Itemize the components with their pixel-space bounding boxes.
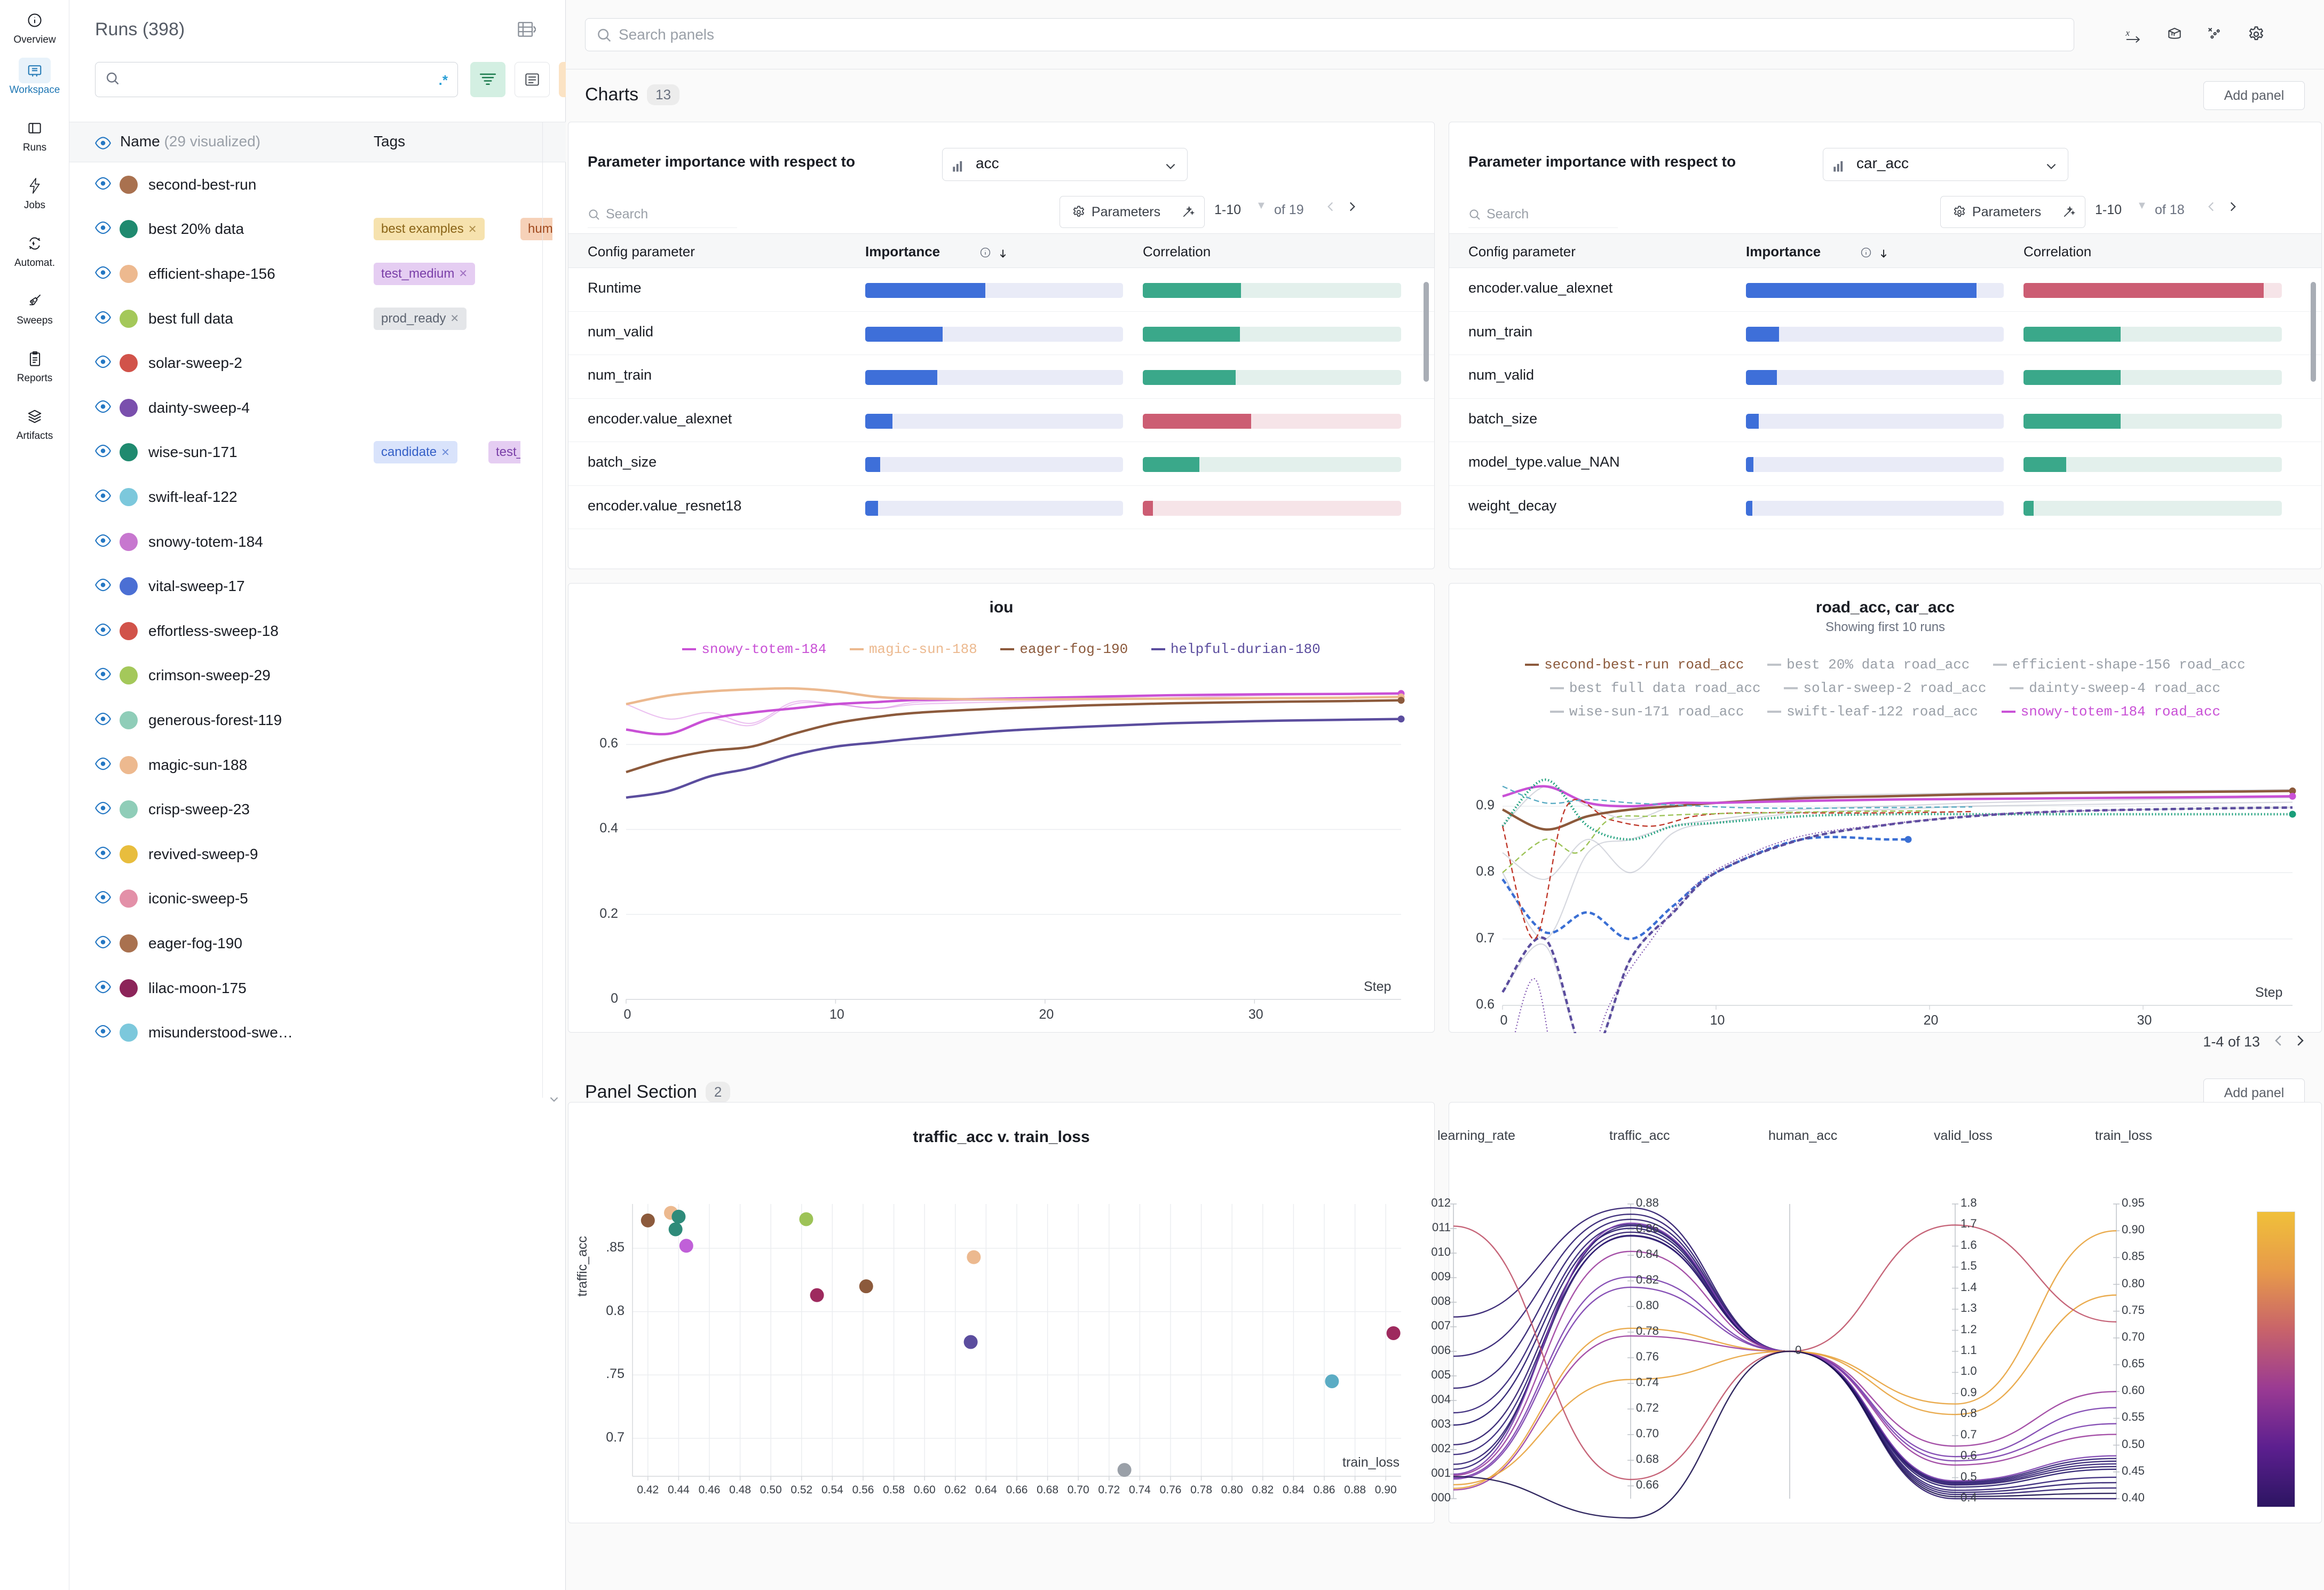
svg-text:x: x — [2125, 28, 2130, 38]
